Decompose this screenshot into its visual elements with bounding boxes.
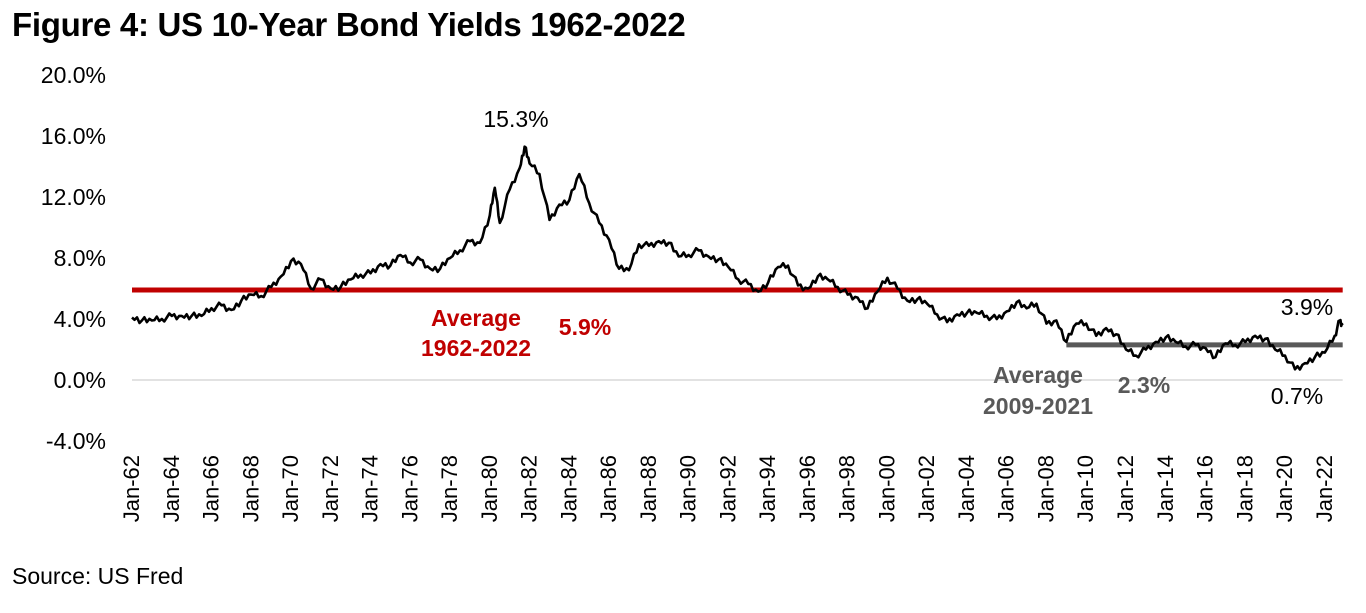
x-tick-label: Jan-94 [755, 455, 780, 522]
x-axis-ticks: Jan-62 Jan-64 Jan-66 Jan-68 Jan-70 Jan-72 Jan-… [119, 455, 1337, 522]
x-tick-label: Jan-86 [596, 455, 621, 522]
x-tick-label: Jan-02 [914, 455, 939, 522]
y-axis-ticks: 20.0% 16.0% 12.0% 8.0% 4.0% 0.0% -4.0% [41, 62, 106, 454]
x-tick-label: Jan-00 [874, 455, 899, 522]
x-tick-label: Jan-64 [159, 455, 184, 522]
x-tick-label: Jan-90 [676, 455, 701, 522]
x-tick-label: Jan-76 [397, 455, 422, 522]
bond-yield-series-line [131, 145, 1344, 371]
peak-label: 15.3% [483, 106, 548, 132]
source-note: Source: US Fred [12, 563, 184, 589]
avg-1962-2022-label-line2: 1962-2022 [421, 335, 531, 361]
x-tick-label: Jan-80 [477, 455, 502, 522]
x-tick-label: Jan-82 [517, 455, 542, 522]
last-value-label: 3.9% [1281, 294, 1333, 320]
x-tick-label: Jan-92 [715, 455, 740, 522]
y-tick-label: 20.0% [41, 62, 106, 88]
x-tick-label: Jan-10 [1073, 455, 1098, 522]
bond-yield-points [132, 147, 1343, 370]
x-tick-label: Jan-88 [636, 455, 661, 522]
y-tick-label: 16.0% [41, 123, 106, 149]
x-tick-label: Jan-74 [358, 455, 383, 522]
x-tick-label: Jan-70 [278, 455, 303, 522]
x-tick-label: Jan-12 [1113, 455, 1138, 522]
x-tick-label: Jan-98 [835, 455, 860, 522]
x-tick-label: Jan-16 [1193, 455, 1218, 522]
avg-2009-2021-value-label: 2.3% [1118, 372, 1170, 398]
x-tick-label: Jan-08 [1033, 455, 1058, 522]
x-tick-label: Jan-66 [199, 455, 224, 522]
min-value-label: 0.7% [1271, 383, 1323, 409]
x-tick-label: Jan-72 [318, 455, 343, 522]
x-tick-label: Jan-04 [954, 455, 979, 522]
avg-2009-2021-label-line2: 2009-2021 [983, 393, 1093, 419]
x-tick-label: Jan-68 [238, 455, 263, 522]
y-tick-label: -4.0% [46, 428, 106, 454]
avg-1962-2022-label-line1: Average [431, 305, 521, 331]
x-tick-label: Jan-06 [994, 455, 1019, 522]
y-tick-label: 4.0% [54, 306, 106, 332]
avg-1962-2022-value-label: 5.9% [559, 314, 611, 340]
x-tick-label: Jan-14 [1153, 455, 1178, 522]
x-tick-label: Jan-20 [1272, 455, 1297, 522]
x-tick-label: Jan-22 [1312, 455, 1337, 522]
chart-title: Figure 4: US 10-Year Bond Yields 1962-20… [12, 6, 686, 43]
y-tick-label: 12.0% [41, 184, 106, 210]
x-tick-label: Jan-18 [1232, 455, 1257, 522]
y-tick-label: 0.0% [54, 367, 106, 393]
y-tick-label: 8.0% [54, 245, 106, 271]
x-tick-label: Jan-84 [556, 455, 581, 522]
avg-2009-2021-label-line1: Average [993, 362, 1083, 388]
x-tick-label: Jan-62 [119, 455, 144, 522]
x-tick-label: Jan-96 [795, 455, 820, 522]
x-tick-label: Jan-78 [437, 455, 462, 522]
